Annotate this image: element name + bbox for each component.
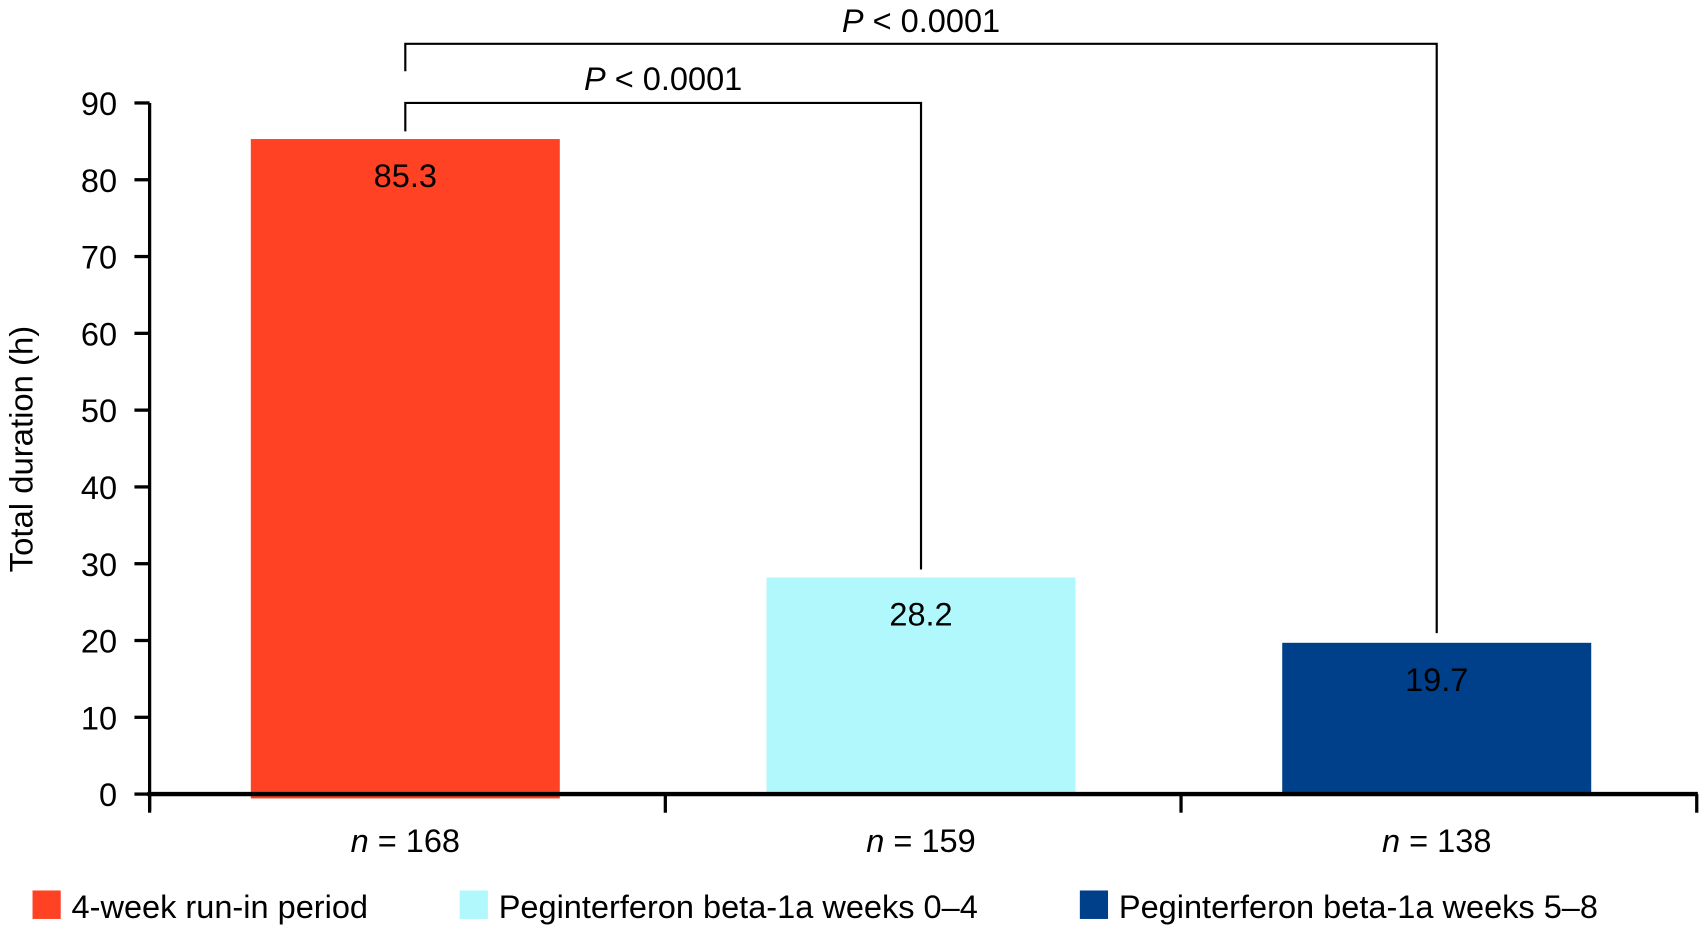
legend-label: Peginterferon beta-1a weeks 0–4	[499, 888, 978, 925]
p-value-annotation: P < 0.0001	[842, 2, 1000, 39]
y-tick-label: 40	[81, 469, 117, 506]
y-tick-label: 10	[81, 699, 117, 736]
p-value-annotation: P < 0.0001	[584, 60, 742, 97]
y-tick-label: 90	[81, 85, 117, 122]
bar	[766, 577, 1076, 795]
y-tick-label: 30	[81, 546, 117, 583]
legend-swatch	[1079, 890, 1109, 919]
y-tick-label: 70	[81, 238, 117, 275]
legend-swatch	[32, 890, 61, 919]
legend-swatch	[459, 890, 488, 919]
significance-bracket	[404, 42, 1438, 634]
bar-value-label: 85.3	[374, 157, 437, 194]
category-label: n = 159	[866, 822, 975, 859]
category-label: n = 168	[351, 822, 460, 859]
legend-label: Peginterferon beta-1a weeks 5–8	[1119, 888, 1598, 925]
category-label: n = 138	[1382, 822, 1491, 859]
legend-label: 4-week run-in period	[72, 888, 368, 925]
y-tick-label: 50	[81, 392, 117, 429]
bar-value-label: 19.7	[1405, 661, 1468, 698]
y-tick-label: 20	[81, 622, 117, 659]
y-axis-label: Total duration (h)	[3, 326, 40, 573]
y-tick-label: 0	[99, 776, 117, 813]
y-tick-label: 60	[81, 315, 117, 352]
bar	[1282, 642, 1592, 795]
y-tick-label: 80	[81, 162, 117, 199]
significance-bracket	[404, 101, 923, 570]
bar	[250, 139, 560, 799]
bar-value-label: 28.2	[889, 596, 952, 633]
